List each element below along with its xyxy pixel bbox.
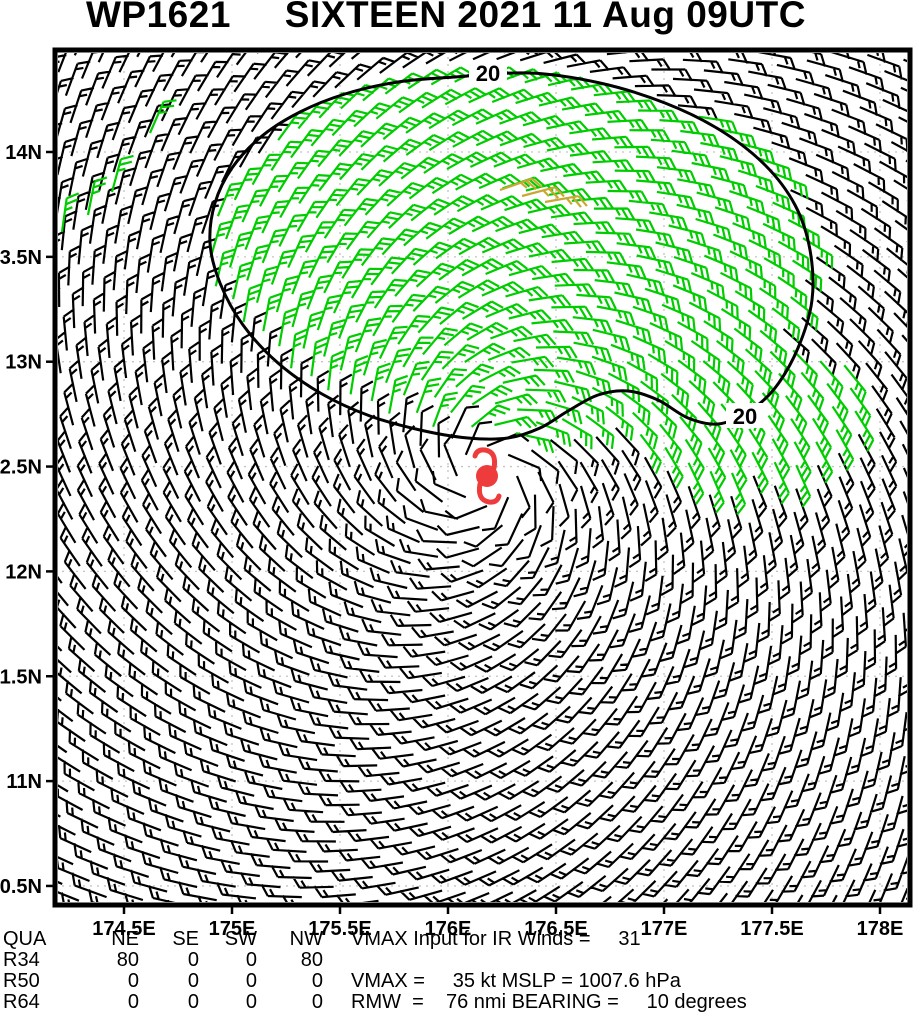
lat-tick-label: 11.5N xyxy=(0,666,42,688)
row-label: R50 xyxy=(3,970,40,992)
table-row-r34: R34 80 0 0 80 xyxy=(3,950,916,971)
row-tail xyxy=(351,950,916,971)
lat-tick-label: 10.5N xyxy=(0,876,42,898)
contour-label: 20 xyxy=(733,404,757,429)
col-header-sw: SW xyxy=(224,928,257,950)
lat-tick-label: 13N xyxy=(5,352,42,374)
vmax-input-text: VMAX Input for IR Winds = 31 xyxy=(351,928,641,950)
chart-title: WP1621 SIXTEEN 2021 11 Aug 09UTC xyxy=(86,0,806,35)
lon-tick-label: 175.5E xyxy=(308,918,371,940)
row-label: R64 xyxy=(3,991,40,1013)
table-row-r64: R64 0 0 0 0 RMW = 76 nmi BEARING = 10 de… xyxy=(3,992,916,1013)
lon-tick-label: 177E xyxy=(641,918,688,940)
lon-tick-label: 178E xyxy=(857,918,904,940)
r64-nw: 0 xyxy=(311,991,323,1013)
lat-tick-label: 12.5N xyxy=(0,457,42,479)
r50-nw: 0 xyxy=(311,970,323,992)
lon-tick-label: 175E xyxy=(209,918,256,940)
wind-barbs-black xyxy=(58,53,907,902)
r64-ne: 0 xyxy=(127,991,139,1013)
plot-border xyxy=(52,47,913,908)
r34-sw: 0 xyxy=(245,949,257,971)
col-header-nw: NW xyxy=(289,928,323,950)
r34-nw: 80 xyxy=(300,949,323,971)
wind-radii-table: QUA NE SE SW NW VMAX Input for IR Winds … xyxy=(3,929,916,1013)
wind-barbs-green xyxy=(60,65,875,516)
lat-tick-label: 13.5N xyxy=(0,247,42,269)
wind-barbs-orange xyxy=(499,177,588,208)
table-row-qua: QUA NE SE SW NW VMAX Input for IR Winds … xyxy=(3,929,916,950)
lat-tick-label: 12N xyxy=(5,561,42,583)
col-header-ne: NE xyxy=(111,928,139,950)
col-header-se: SE xyxy=(172,928,199,950)
row-label: QUA xyxy=(3,928,47,950)
r50-ne: 0 xyxy=(127,970,139,992)
vmax-mslp-text: VMAX = 35 kt MSLP = 1007.6 hPa xyxy=(351,970,681,992)
r50-se: 0 xyxy=(187,970,199,992)
r34-ne: 80 xyxy=(116,949,139,971)
contour-label: 20 xyxy=(476,61,500,86)
rmw-bearing-text: RMW = 76 nmi BEARING = 10 degrees xyxy=(351,991,747,1013)
r64-sw: 0 xyxy=(245,991,257,1013)
contour-label-backing xyxy=(469,60,507,85)
lat-tick-label: 11N xyxy=(6,771,42,793)
lon-tick-label: 176.5E xyxy=(524,918,587,940)
r64-se: 0 xyxy=(187,991,199,1013)
table-row-r50: R50 0 0 0 0 VMAX = 35 kt MSLP = 1007.6 h… xyxy=(3,971,916,992)
tropical-cyclone-icon xyxy=(472,447,502,505)
lat-tick-label: 14N xyxy=(5,142,42,164)
lon-tick-label: 176E xyxy=(425,918,472,940)
row-label: R34 xyxy=(3,949,40,971)
lon-tick-label: 177.5E xyxy=(740,918,803,940)
isotach-contour-20 xyxy=(208,71,815,441)
r34-se: 0 xyxy=(187,949,199,971)
lon-tick-label: 174.5E xyxy=(92,918,155,940)
r50-sw: 0 xyxy=(245,970,257,992)
contour-label-backing xyxy=(726,403,764,428)
